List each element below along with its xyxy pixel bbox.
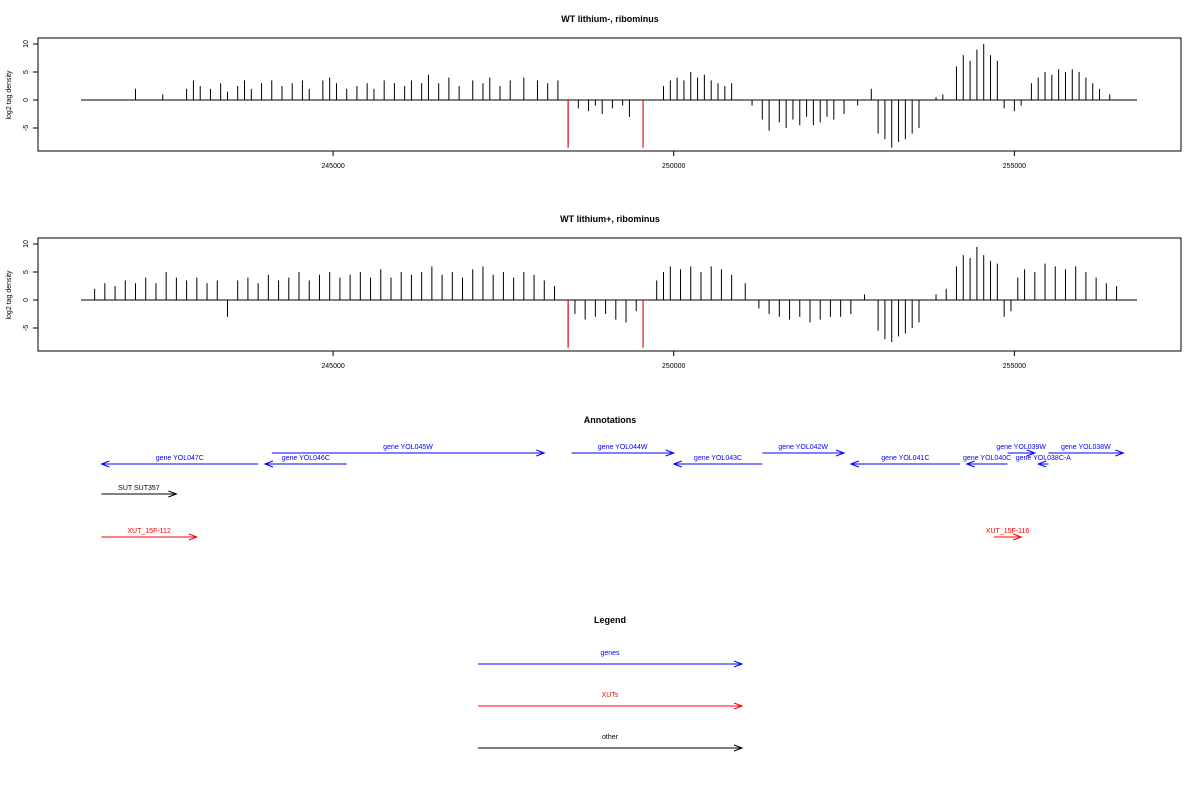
feature-arrow-head [263, 460, 274, 468]
y-tick-label: 5 [23, 70, 30, 74]
feature-arrows: gene YOL047C gene YOL046C gene YOL045W gene… [100, 444, 1125, 541]
feature-label: gene YOL044W [598, 444, 648, 451]
feature-label: gene YOL045W [383, 444, 433, 451]
y-tick-label: 0 [23, 298, 30, 302]
x-tick-label: 250000 [662, 363, 685, 370]
feature-label: gene YOL046C [282, 455, 330, 462]
feature-arrow-head [1013, 533, 1023, 541]
feature-arrow-head [835, 449, 846, 457]
feature-label: gene YOL042W [778, 444, 828, 451]
x-tick-label: 245000 [321, 363, 344, 370]
legend-arrow-head [733, 702, 744, 710]
legend-label: genes [600, 650, 620, 657]
feature-label: gene YOL047C [156, 455, 204, 462]
feature-arrow-head [849, 460, 860, 468]
y-tick-label: 10 [23, 240, 30, 248]
feature-arrow-head [536, 449, 546, 457]
feature-label: gene YOL041C [881, 455, 929, 462]
feature-label: gene YOL038C-A [1016, 455, 1071, 462]
feature-arrow-head [1115, 449, 1125, 457]
y-tick-label: -5 [23, 325, 30, 331]
panel-title: WT lithium+, ribominus [560, 214, 660, 224]
y-tick-label: 10 [23, 40, 30, 48]
feature-arrow-head [1036, 460, 1047, 468]
legend-label: other [602, 734, 619, 741]
y-tick-label: 5 [23, 270, 30, 274]
feature-arrow-head [665, 449, 676, 457]
y-tick-label: 0 [23, 98, 30, 102]
feature-arrow-head [168, 490, 178, 498]
feature-label: gene YOL043C [694, 455, 742, 462]
panel-lithium-minus: WT lithium-, ribominus log2 tag density … [6, 14, 1182, 170]
panel-lithium-plus: WT lithium+, ribominus log2 tag density … [6, 214, 1182, 370]
bar-series [81, 246, 1137, 348]
x-tick-label: 255000 [1003, 163, 1026, 170]
feature-label: XUT_15F-112 [127, 528, 171, 535]
feature-arrow-head [100, 460, 110, 468]
y-axis: 10 5 0 -5 [23, 240, 39, 331]
x-tick-label: 255000 [1003, 363, 1026, 370]
feature-arrow-head [1026, 449, 1037, 457]
feature-arrow-head [672, 460, 682, 468]
y-axis: 10 5 0 -5 [23, 40, 39, 131]
x-axis: 245000 250000 255000 [321, 351, 1026, 370]
annotations-title: Annotations [584, 415, 637, 425]
y-tick-label: -5 [23, 125, 30, 131]
legend-title: Legend [594, 615, 626, 625]
feature-label: gene YOL039W [996, 444, 1046, 451]
legend-arrow-head [733, 744, 744, 752]
legend: Legend genes XUTs other [478, 615, 744, 752]
y-axis-label: log2 tag density [6, 70, 13, 120]
x-tick-label: 245000 [321, 163, 344, 170]
y-axis-label: log2 tag density [6, 270, 13, 320]
legend-items: genes XUTs other [478, 650, 744, 752]
panel-title: WT lithium-, ribominus [561, 14, 659, 24]
feature-arrow-head [965, 460, 975, 468]
x-tick-label: 250000 [662, 163, 685, 170]
feature-label: gene YOL040C [963, 455, 1011, 462]
feature-label: SUT SUT357 [118, 485, 160, 492]
legend-label: XUTs [602, 692, 619, 699]
feature-label: XUT_15F-116 [986, 528, 1030, 535]
bar-series [81, 44, 1137, 148]
x-axis: 245000 250000 255000 [321, 151, 1026, 170]
feature-label: gene YOL038W [1061, 444, 1111, 451]
legend-arrow-head [733, 660, 744, 668]
feature-arrow-head [188, 533, 199, 541]
annotations-track: Annotations gene YOL047C gene YOL046Cgene… [100, 415, 1125, 541]
